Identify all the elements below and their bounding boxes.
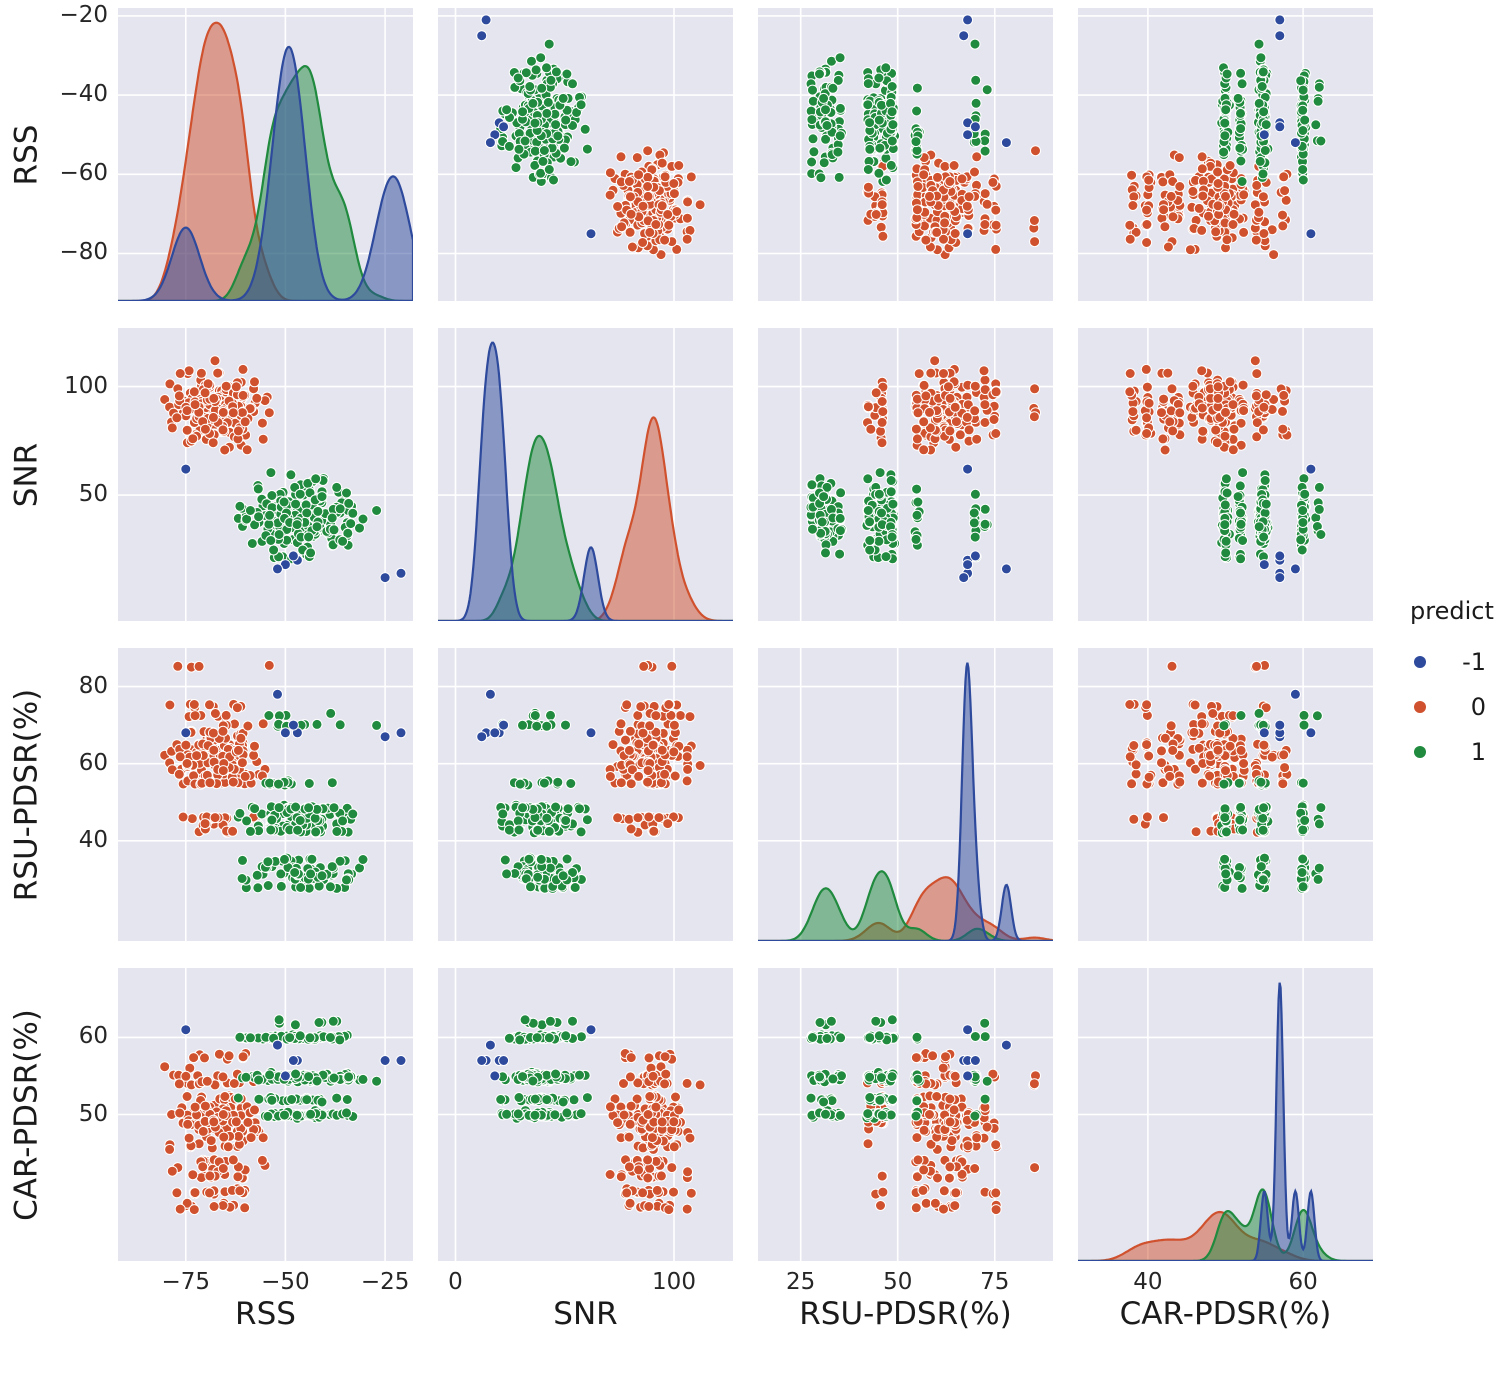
y-tick-label: 100 xyxy=(64,372,108,399)
scatter-panel-SNR-vs-RSS xyxy=(118,328,413,621)
legend-label-0: 0 xyxy=(1470,692,1486,721)
kde-panel-SNR xyxy=(438,328,733,621)
legend-swatch-neg1-icon xyxy=(1414,655,1426,668)
y-tick-label: −80 xyxy=(59,239,108,266)
kde-panel-CAR-PDSR(%) xyxy=(1078,968,1373,1261)
x-tick-label: 25 xyxy=(786,1269,816,1295)
y-tick-label: −20 xyxy=(59,1,108,28)
x-tick-label: 40 xyxy=(1133,1269,1163,1295)
y-tick-label: 50 xyxy=(78,481,108,508)
y-tick-label: −40 xyxy=(59,81,108,108)
y-tick-label: −60 xyxy=(59,160,108,187)
x-tick-label: 100 xyxy=(652,1269,696,1295)
x-tick-label: −50 xyxy=(261,1269,310,1295)
x-axis-label-rss: RSS xyxy=(235,1296,296,1332)
scatter-panel-SNR-vs-CAR-PDSR(%) xyxy=(1078,328,1373,621)
scatter-panel-RSU-PDSR(%)-vs-RSS xyxy=(118,648,413,941)
scatter-panel-CAR-PDSR(%)-vs-RSU-PDSR(%) xyxy=(758,968,1053,1261)
x-tick-label: 60 xyxy=(1288,1269,1318,1295)
scatter-panel-RSS-vs-RSU-PDSR(%) xyxy=(758,8,1053,301)
legend-swatch-0-icon xyxy=(1414,700,1426,713)
legend-item-neg1: -1 xyxy=(1394,639,1494,684)
scatter-panel-CAR-PDSR(%)-vs-SNR xyxy=(438,968,733,1261)
x-axis-label-car-pdsr: CAR-PDSR(%) xyxy=(1119,1296,1332,1332)
x-tick-label: 75 xyxy=(980,1269,1010,1295)
kde-panel-RSS xyxy=(118,8,413,301)
y-axis-label-car-pdsr: CAR-PDSR(%) xyxy=(8,1008,44,1221)
y-axis-label-rsu-pdsr: RSU-PDSR(%) xyxy=(8,688,44,901)
y-tick-label: 80 xyxy=(78,672,108,699)
legend-swatch-1-icon xyxy=(1414,745,1426,758)
y-axis-label-rss: RSS xyxy=(8,124,44,185)
scatter-panel-SNR-vs-RSU-PDSR(%) xyxy=(758,328,1053,621)
scatter-panel-RSU-PDSR(%)-vs-CAR-PDSR(%) xyxy=(1078,648,1373,941)
legend-item-1: 1 xyxy=(1394,729,1494,774)
y-tick-label: 50 xyxy=(78,1100,108,1127)
scatter-panel-RSS-vs-CAR-PDSR(%) xyxy=(1078,8,1373,301)
legend-item-0: 0 xyxy=(1394,684,1494,729)
scatter-panel-RSS-vs-SNR xyxy=(438,8,733,301)
x-axis-label-rsu-pdsr: RSU-PDSR(%) xyxy=(799,1296,1012,1332)
y-tick-label: 40 xyxy=(78,826,108,853)
y-tick-label: 60 xyxy=(78,1023,108,1050)
scatter-panel-CAR-PDSR(%)-vs-RSS xyxy=(118,968,413,1261)
kde-panel-RSU-PDSR(%) xyxy=(758,648,1053,941)
legend-title: predict xyxy=(1410,597,1494,625)
x-tick-label: 0 xyxy=(448,1269,463,1295)
x-tick-label: −75 xyxy=(161,1269,211,1295)
y-axis-label-snr: SNR xyxy=(8,442,44,507)
y-tick-label: 60 xyxy=(78,749,108,776)
x-axis-label-snr: SNR xyxy=(553,1296,618,1332)
scatter-panel-RSU-PDSR(%)-vs-SNR xyxy=(438,648,733,941)
legend: predict -1 0 1 xyxy=(1394,597,1494,774)
x-tick-label: 50 xyxy=(883,1269,913,1295)
legend-label-neg1: -1 xyxy=(1462,647,1486,676)
x-tick-label: −25 xyxy=(360,1269,410,1295)
legend-label-1: 1 xyxy=(1470,737,1486,766)
